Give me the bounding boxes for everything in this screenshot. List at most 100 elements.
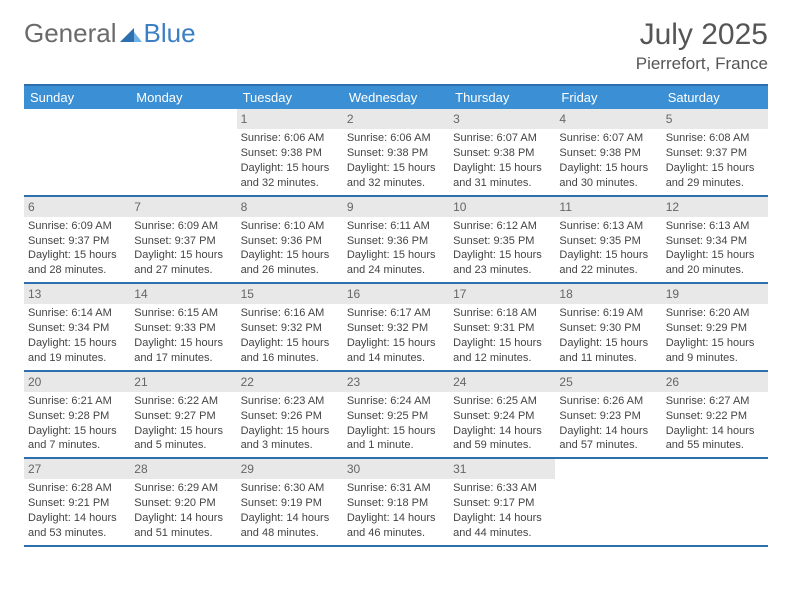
- sunset-line: Sunset: 9:37 PM: [28, 234, 126, 249]
- daylight-line: Daylight: 14 hours: [134, 511, 232, 526]
- day-number: 18: [555, 284, 661, 304]
- daylight-line: and 32 minutes.: [241, 176, 339, 191]
- day-number: 29: [237, 459, 343, 479]
- dow-wednesday: Wednesday: [343, 86, 449, 109]
- sunset-line: Sunset: 9:25 PM: [347, 409, 445, 424]
- day-cell: 21Sunrise: 6:22 AMSunset: 9:27 PMDayligh…: [130, 372, 236, 458]
- empty-cell: .: [555, 459, 661, 545]
- daylight-line: Daylight: 14 hours: [241, 511, 339, 526]
- sunrise-line: Sunrise: 6:15 AM: [134, 306, 232, 321]
- daylight-line: and 53 minutes.: [28, 526, 126, 541]
- daylight-line: and 32 minutes.: [347, 176, 445, 191]
- day-cell: 2Sunrise: 6:06 AMSunset: 9:38 PMDaylight…: [343, 109, 449, 195]
- daylight-line: and 20 minutes.: [666, 263, 764, 278]
- day-number: 11: [555, 197, 661, 217]
- sunrise-line: Sunrise: 6:09 AM: [28, 219, 126, 234]
- daylight-line: and 51 minutes.: [134, 526, 232, 541]
- daylight-line: Daylight: 15 hours: [453, 248, 551, 263]
- header: General Blue July 2025 Pierrefort, Franc…: [24, 18, 768, 74]
- daylight-line: Daylight: 15 hours: [241, 161, 339, 176]
- day-number: 25: [555, 372, 661, 392]
- day-number: 19: [662, 284, 768, 304]
- sunrise-line: Sunrise: 6:30 AM: [241, 481, 339, 496]
- sunset-line: Sunset: 9:32 PM: [347, 321, 445, 336]
- daylight-line: and 12 minutes.: [453, 351, 551, 366]
- brand-part2: Blue: [144, 18, 196, 49]
- day-number: 10: [449, 197, 555, 217]
- day-cell: 13Sunrise: 6:14 AMSunset: 9:34 PMDayligh…: [24, 284, 130, 370]
- location-title: Pierrefort, France: [636, 54, 768, 74]
- day-cell: 25Sunrise: 6:26 AMSunset: 9:23 PMDayligh…: [555, 372, 661, 458]
- sunset-line: Sunset: 9:28 PM: [28, 409, 126, 424]
- sunset-line: Sunset: 9:20 PM: [134, 496, 232, 511]
- sunrise-line: Sunrise: 6:07 AM: [453, 131, 551, 146]
- daylight-line: Daylight: 14 hours: [559, 424, 657, 439]
- daylight-line: and 17 minutes.: [134, 351, 232, 366]
- sunrise-line: Sunrise: 6:33 AM: [453, 481, 551, 496]
- sunrise-line: Sunrise: 6:12 AM: [453, 219, 551, 234]
- daylight-line: Daylight: 15 hours: [28, 424, 126, 439]
- day-number: 20: [24, 372, 130, 392]
- sunrise-line: Sunrise: 6:25 AM: [453, 394, 551, 409]
- daylight-line: and 48 minutes.: [241, 526, 339, 541]
- sunset-line: Sunset: 9:23 PM: [559, 409, 657, 424]
- day-cell: 16Sunrise: 6:17 AMSunset: 9:32 PMDayligh…: [343, 284, 449, 370]
- brand-logo: General Blue: [24, 18, 196, 49]
- sunrise-line: Sunrise: 6:07 AM: [559, 131, 657, 146]
- daylight-line: Daylight: 15 hours: [241, 424, 339, 439]
- daylight-line: and 1 minute.: [347, 438, 445, 453]
- sunset-line: Sunset: 9:30 PM: [559, 321, 657, 336]
- daylight-line: and 31 minutes.: [453, 176, 551, 191]
- day-number: 24: [449, 372, 555, 392]
- day-number: 6: [24, 197, 130, 217]
- daylight-line: and 14 minutes.: [347, 351, 445, 366]
- sunrise-line: Sunrise: 6:13 AM: [559, 219, 657, 234]
- week-row: 20Sunrise: 6:21 AMSunset: 9:28 PMDayligh…: [24, 372, 768, 460]
- day-cell: 19Sunrise: 6:20 AMSunset: 9:29 PMDayligh…: [662, 284, 768, 370]
- daylight-line: Daylight: 14 hours: [453, 511, 551, 526]
- day-cell: 3Sunrise: 6:07 AMSunset: 9:38 PMDaylight…: [449, 109, 555, 195]
- sunset-line: Sunset: 9:24 PM: [453, 409, 551, 424]
- day-cell: 27Sunrise: 6:28 AMSunset: 9:21 PMDayligh…: [24, 459, 130, 545]
- day-cell: 15Sunrise: 6:16 AMSunset: 9:32 PMDayligh…: [237, 284, 343, 370]
- week-row: 13Sunrise: 6:14 AMSunset: 9:34 PMDayligh…: [24, 284, 768, 372]
- dow-friday: Friday: [555, 86, 661, 109]
- daylight-line: Daylight: 15 hours: [666, 336, 764, 351]
- day-number: 14: [130, 284, 236, 304]
- sunrise-line: Sunrise: 6:23 AM: [241, 394, 339, 409]
- sunset-line: Sunset: 9:38 PM: [453, 146, 551, 161]
- daylight-line: Daylight: 14 hours: [28, 511, 126, 526]
- dow-saturday: Saturday: [662, 86, 768, 109]
- sunset-line: Sunset: 9:22 PM: [666, 409, 764, 424]
- week-row: ..1Sunrise: 6:06 AMSunset: 9:38 PMDaylig…: [24, 109, 768, 197]
- sunset-line: Sunset: 9:33 PM: [134, 321, 232, 336]
- day-cell: 30Sunrise: 6:31 AMSunset: 9:18 PMDayligh…: [343, 459, 449, 545]
- sunrise-line: Sunrise: 6:31 AM: [347, 481, 445, 496]
- sunset-line: Sunset: 9:35 PM: [453, 234, 551, 249]
- sunset-line: Sunset: 9:19 PM: [241, 496, 339, 511]
- day-cell: 4Sunrise: 6:07 AMSunset: 9:38 PMDaylight…: [555, 109, 661, 195]
- day-number: 8: [237, 197, 343, 217]
- day-cell: 28Sunrise: 6:29 AMSunset: 9:20 PMDayligh…: [130, 459, 236, 545]
- day-cell: 14Sunrise: 6:15 AMSunset: 9:33 PMDayligh…: [130, 284, 236, 370]
- day-number: 3: [449, 109, 555, 129]
- sunrise-line: Sunrise: 6:18 AM: [453, 306, 551, 321]
- sunset-line: Sunset: 9:36 PM: [347, 234, 445, 249]
- day-number: 31: [449, 459, 555, 479]
- daylight-line: Daylight: 15 hours: [28, 248, 126, 263]
- sunrise-line: Sunrise: 6:28 AM: [28, 481, 126, 496]
- daylight-line: and 46 minutes.: [347, 526, 445, 541]
- daylight-line: and 29 minutes.: [666, 176, 764, 191]
- daylight-line: Daylight: 15 hours: [347, 336, 445, 351]
- daylight-line: Daylight: 15 hours: [559, 248, 657, 263]
- daylight-line: and 3 minutes.: [241, 438, 339, 453]
- weeks-container: ..1Sunrise: 6:06 AMSunset: 9:38 PMDaylig…: [24, 109, 768, 547]
- daylight-line: and 55 minutes.: [666, 438, 764, 453]
- daylight-line: Daylight: 15 hours: [666, 161, 764, 176]
- daylight-line: and 19 minutes.: [28, 351, 126, 366]
- calendar-grid: Sunday Monday Tuesday Wednesday Thursday…: [24, 84, 768, 547]
- daylight-line: and 30 minutes.: [559, 176, 657, 191]
- sunrise-line: Sunrise: 6:09 AM: [134, 219, 232, 234]
- sunset-line: Sunset: 9:29 PM: [666, 321, 764, 336]
- daylight-line: Daylight: 15 hours: [241, 248, 339, 263]
